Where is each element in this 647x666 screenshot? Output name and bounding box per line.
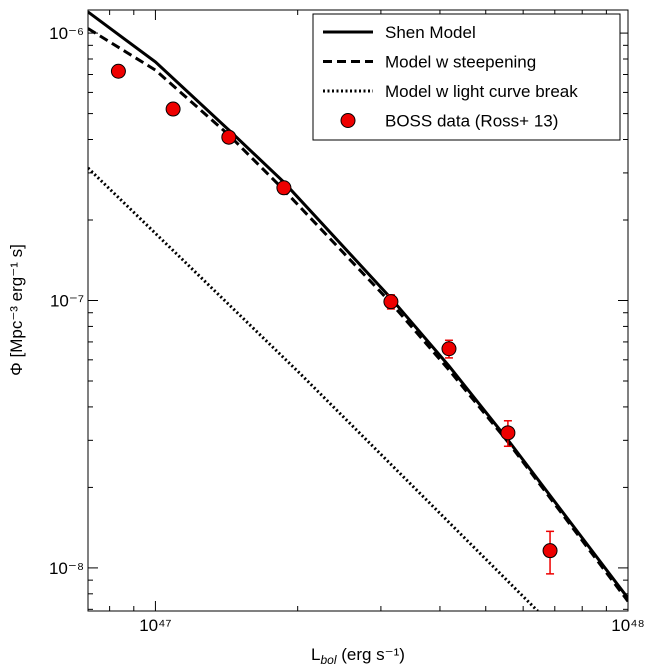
- x-axis-label: Lbol (erg s⁻¹): [311, 645, 405, 666]
- legend-label: BOSS data (Ross+ 13): [385, 112, 558, 131]
- series-line: [88, 166, 539, 611]
- legend-label: Model w light curve break: [385, 82, 578, 101]
- legend-label: Model w steepening: [385, 53, 536, 72]
- legend-label: Shen Model: [385, 23, 476, 42]
- x-tick-label: 10⁴⁷: [139, 616, 171, 635]
- x-label-sub: bol: [320, 653, 336, 666]
- legend-box: [312, 13, 621, 141]
- y-tick-label: 10⁻⁸: [49, 559, 84, 578]
- legend-swatch: [340, 113, 356, 128]
- data-point: [383, 294, 399, 310]
- data-point: [542, 543, 558, 559]
- axes-frame: [87, 9, 629, 612]
- data-point: [110, 63, 126, 79]
- data-point: [221, 129, 237, 145]
- y-tick-label: 10⁻⁷: [50, 292, 84, 311]
- data-point: [165, 101, 181, 117]
- y-axis-label: Φ [Mpc⁻³ erg⁻¹ s]: [7, 244, 26, 376]
- series-line: [88, 27, 628, 603]
- data-point: [500, 425, 516, 441]
- x-label-rest: (erg s⁻¹): [337, 645, 405, 664]
- x-label-main: L: [311, 645, 320, 664]
- data-point: [276, 180, 292, 196]
- x-tick-label: 10⁴⁸: [611, 616, 644, 635]
- plot-area: [88, 10, 628, 611]
- data-point: [441, 341, 457, 357]
- y-tick-label: 10⁻⁶: [49, 24, 84, 43]
